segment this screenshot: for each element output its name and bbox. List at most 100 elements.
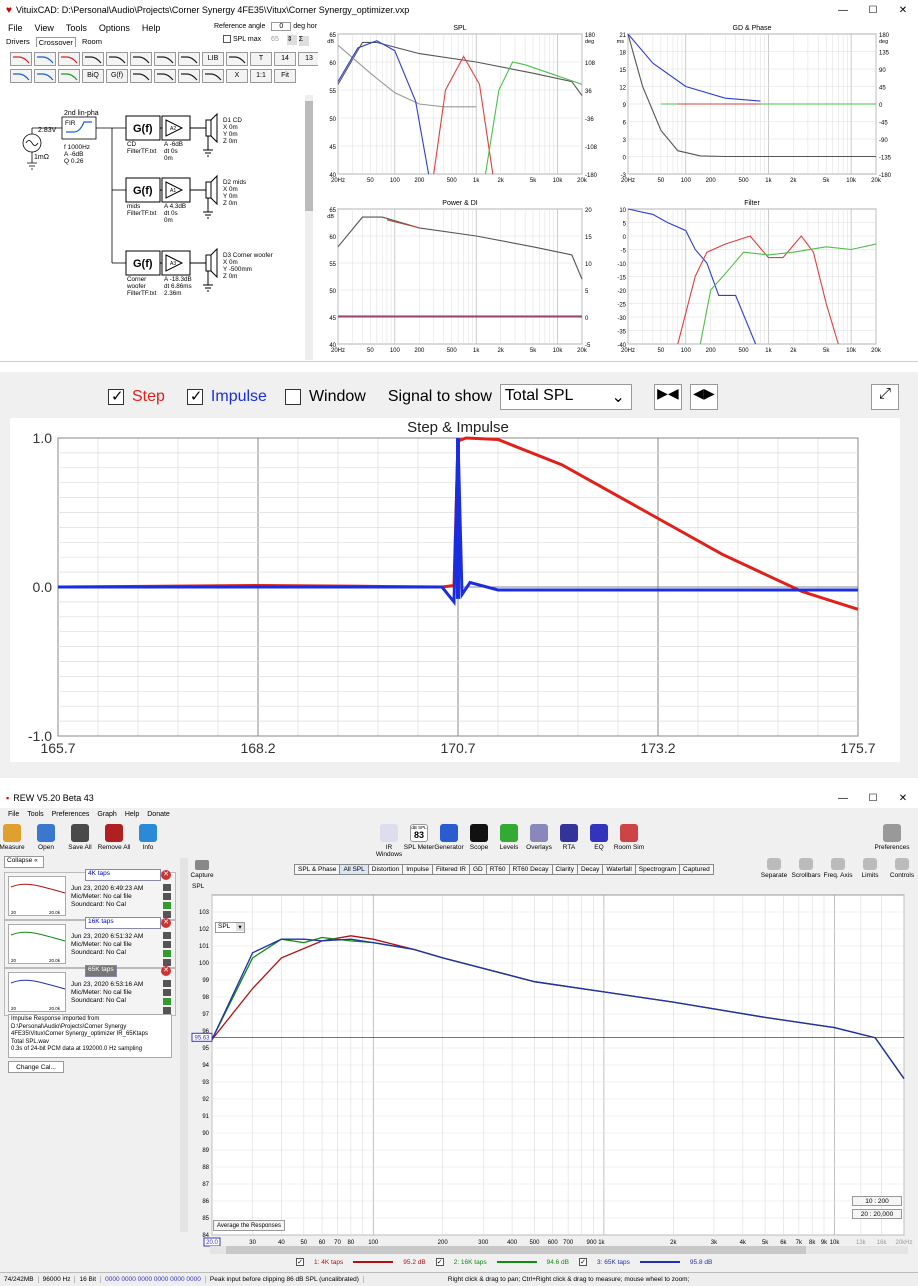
- legend-checkbox-1[interactable]: ✓: [296, 1258, 304, 1266]
- rew-minimize-icon[interactable]: —: [838, 792, 848, 804]
- open-button[interactable]: Open: [26, 824, 66, 851]
- graph-power[interactable]: Power & DI 65 60 55 50 45 40 20 15 10 5 0 -5 dB 20Hz 50…: [318, 197, 626, 361]
- ir-windows-button[interactable]: IR Windows: [372, 824, 406, 858]
- fullscreen-button[interactable]: ⤢: [871, 384, 899, 410]
- remove-all-button[interactable]: Remove All: [94, 824, 134, 851]
- tool-14-button[interactable]: 14: [274, 52, 296, 66]
- separate-button[interactable]: Separate: [756, 858, 792, 879]
- close-icon[interactable]: ✕: [898, 4, 908, 16]
- graph-spl[interactable]: SPL 65 60 55 50 45 40 180 108 36 -36 -108 -180 dB deg 2…: [318, 22, 626, 202]
- cap-icon[interactable]: [154, 52, 176, 66]
- graph-tab-rt60-decay[interactable]: RT60 Decay: [508, 864, 553, 875]
- graph-tab-all-spl[interactable]: All SPL: [339, 864, 369, 875]
- freq-axis-button[interactable]: Freq. Axis: [820, 858, 856, 879]
- maximize-icon[interactable]: ☐: [868, 4, 878, 16]
- spl-max-input[interactable]: 65: [271, 36, 279, 43]
- wire-icon[interactable]: [226, 52, 248, 66]
- inductor-icon[interactable]: [130, 69, 152, 83]
- menu-file[interactable]: File: [8, 23, 23, 33]
- shelf-icon[interactable]: [82, 52, 104, 66]
- transformer-icon[interactable]: [154, 69, 176, 83]
- rew-menu-help[interactable]: Help: [124, 810, 140, 818]
- pencil-icon[interactable]: [163, 998, 171, 1005]
- rew-maximize-icon[interactable]: ☐: [868, 792, 878, 804]
- rew-spl-graph[interactable]: SPL 103 102 101 100 99 98 97 96 95 94 93 92 91 90 89 88 8…: [190, 880, 918, 1260]
- amp-icon[interactable]: [130, 52, 152, 66]
- signal-select[interactable]: Total SPL ⌄: [499, 384, 632, 410]
- rew-menu-tools[interactable]: Tools: [27, 810, 44, 818]
- sigma-icon[interactable]: Σ: [298, 36, 309, 46]
- capture-button[interactable]: Capture: [190, 860, 214, 879]
- graph-tab-impulse[interactable]: Impulse: [402, 864, 433, 875]
- ref-angle-input[interactable]: 0: [271, 22, 292, 31]
- collapse-button[interactable]: Collapse «: [4, 856, 44, 868]
- tool-gf-button[interactable]: G(f): [106, 69, 128, 83]
- tab-drivers[interactable]: Drivers: [6, 37, 30, 46]
- shrink-horizontal-button[interactable]: ▶◀: [653, 384, 682, 410]
- levels-button[interactable]: Levels: [492, 824, 526, 851]
- measurement-item[interactable]: 20 20.0k 65K taps ✕ Jun 23, 2020 6:53:16 AM M…: [4, 965, 176, 1016]
- pencil-icon[interactable]: [163, 902, 171, 909]
- menu-help[interactable]: Help: [141, 23, 161, 33]
- tool-11-button[interactable]: 1:1: [250, 69, 272, 83]
- impulse-checkbox[interactable]: ✓: [186, 388, 203, 405]
- measure-button[interactable]: Measure: [0, 824, 32, 851]
- step-checkbox[interactable]: ✓: [108, 388, 124, 405]
- x-start-value[interactable]: 20.0: [206, 1240, 218, 1246]
- spl-max-checkbox[interactable]: [223, 35, 231, 44]
- rew-menu-graph[interactable]: Graph: [97, 810, 117, 818]
- tool-lib-button[interactable]: LIB: [202, 52, 224, 66]
- graph-tab-clarity[interactable]: Clarity: [551, 864, 578, 875]
- spl-meter-button[interactable]: dB SPL 83 SPL Meter: [403, 824, 435, 851]
- graph-tab-decay[interactable]: Decay: [576, 864, 604, 875]
- rta-button[interactable]: RTA: [552, 824, 586, 851]
- change-cal-button[interactable]: Change Cal...: [8, 1061, 64, 1073]
- scrollbars-button[interactable]: Scrollbars: [788, 858, 824, 879]
- window-checkbox[interactable]: [284, 389, 301, 405]
- controls-button[interactable]: Controls: [884, 858, 918, 879]
- bp-green-icon[interactable]: [58, 69, 80, 83]
- overlays-button[interactable]: Overlays: [522, 824, 556, 851]
- rew-close-icon[interactable]: ✕: [898, 792, 908, 804]
- ground-icon[interactable]: [202, 69, 224, 83]
- remove-measurement-icon[interactable]: ✕: [161, 918, 171, 928]
- range-20-20000-button[interactable]: 20 : 20,000: [852, 1209, 902, 1219]
- graph-tab-rt60[interactable]: RT60: [485, 864, 510, 875]
- scope-icon[interactable]: [163, 893, 171, 900]
- tool-x-button[interactable]: X: [226, 69, 248, 83]
- x-scrollbar[interactable]: [210, 1246, 908, 1254]
- tool-t-button[interactable]: T: [250, 52, 272, 66]
- measurement-item[interactable]: 20 20.0k 4K taps ✕ Jun 23, 2020 6:49:23 AM Mi…: [4, 869, 176, 920]
- hp-blue-icon[interactable]: [10, 69, 32, 83]
- measurement-item[interactable]: 20 20.0k 16K taps ✕ Jun 23, 2020 6:51:32 AM M…: [4, 917, 176, 968]
- minimize-icon[interactable]: —: [838, 4, 848, 16]
- pencil-icon[interactable]: [163, 950, 171, 957]
- graph-tab-gd[interactable]: GD: [468, 864, 487, 875]
- graph-tab-captured[interactable]: Captured: [679, 864, 714, 875]
- menu-options[interactable]: Options: [98, 23, 130, 33]
- lock-icon[interactable]: [163, 980, 171, 987]
- rew-menu-file[interactable]: File: [8, 810, 20, 818]
- graph-tab-waterfall[interactable]: Waterfall: [602, 864, 636, 875]
- legend-checkbox-3[interactable]: ✓: [579, 1258, 588, 1266]
- graph-tab-distortion[interactable]: Distortion: [367, 864, 404, 875]
- generator-button[interactable]: Generator: [432, 824, 466, 851]
- lp-blue-icon[interactable]: [34, 52, 56, 66]
- resistor-icon[interactable]: [178, 52, 200, 66]
- rew-menu-donate[interactable]: Donate: [147, 810, 170, 818]
- tool-biq-button[interactable]: BiQ: [82, 69, 104, 83]
- gf-block[interactable]: [125, 250, 161, 276]
- spin-icon[interactable]: ⇕: [286, 35, 297, 45]
- expand-horizontal-button[interactable]: ◀▶: [689, 384, 718, 410]
- graph-tab-spectrogram[interactable]: Spectrogram: [634, 864, 681, 875]
- measurement-name-input[interactable]: 65K taps: [85, 965, 117, 977]
- graph-filter[interactable]: Filter 10 5 0 -5 -10 -15 -20 -25 -30 -35 -40 20Hz 50 1…: [608, 197, 918, 361]
- save-icon[interactable]: [163, 959, 171, 966]
- gf-block[interactable]: [125, 177, 161, 203]
- speaker-icon[interactable]: [178, 69, 200, 83]
- graph-tab-filtered-ir[interactable]: Filtered IR: [432, 864, 470, 875]
- eq-button[interactable]: EQ: [582, 824, 616, 851]
- save-all-button[interactable]: Save All: [60, 824, 100, 851]
- schematic-scrollbar[interactable]: [305, 95, 313, 360]
- graph-tab-spl-phase[interactable]: SPL & Phase: [294, 864, 341, 875]
